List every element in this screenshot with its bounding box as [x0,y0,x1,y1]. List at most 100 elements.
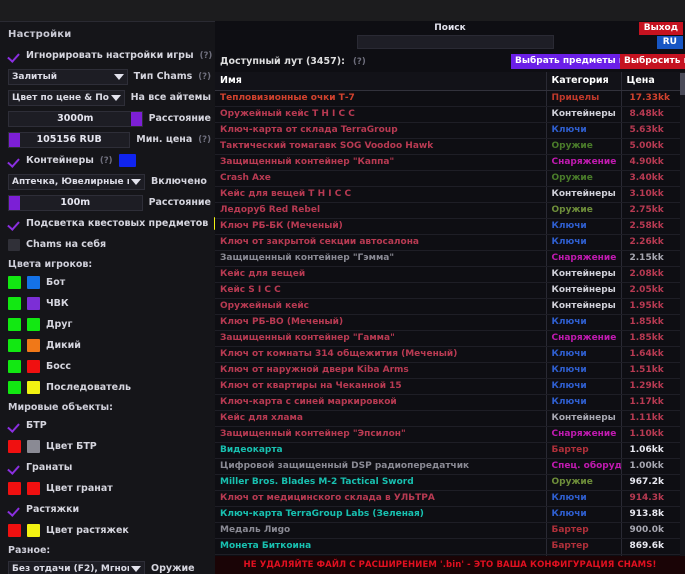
setting-distance[interactable]: 3000m Расстояние [0,108,215,129]
setting-color-mode[interactable]: Цвет по цене & Пользователь На все айтем… [0,87,215,108]
column-header-name[interactable]: Имя [215,72,546,91]
table-row[interactable]: Защищенный контейнер "Каппа" Снаряжение 4.… [215,154,685,171]
table-row[interactable]: Тактический томагавк SOG Voodoo Hawk Оруж… [215,138,685,155]
dropdown-color-mode[interactable]: Цвет по цене & Пользователь [8,89,125,106]
color-swatch-primary[interactable] [8,524,21,537]
color-swatch-primary[interactable] [8,440,21,453]
checkbox-btr[interactable] [8,420,20,432]
table-row[interactable]: Видеокарта Бартер 1.06kk [215,442,685,459]
table-row[interactable]: Ключ от закрытой секции автосалона Ключи 2… [215,234,685,251]
player-color-pmc[interactable]: ЧВК [0,293,215,314]
setting-tripwires[interactable]: Растяжки [0,499,215,520]
slider-loot-distance-handle[interactable] [9,195,20,210]
table-row[interactable]: Ключ-карта с синей маркировкой Ключи 1.17k… [215,394,685,411]
player-color-friend[interactable]: Друг [0,314,215,335]
table-row[interactable]: Ключ-карта от склада TerraGroup Ключи 5.63… [215,122,685,139]
player-color-bot[interactable]: Бот [0,272,215,293]
table-row[interactable]: Miller Bros. Blades M-2 Tactical Sword Ор… [215,474,685,491]
language-button[interactable]: RU [656,36,683,49]
table-row[interactable]: Ледоруб Red Rebel Оружие 2.75kk [215,202,685,219]
player-color-scav[interactable]: Дикий [0,335,215,356]
dropdown-loot-filter[interactable]: Аптечка, Ювелирные и... [8,173,145,190]
setting-btr-color[interactable]: Цвет БТР [0,436,215,457]
setting-weapon[interactable]: Без отдачи (F2), Мгновенное п Оружие [0,558,215,574]
color-swatch-secondary[interactable] [27,276,40,289]
slider-distance[interactable]: 3000m [8,110,143,127]
help-icon[interactable]: (?) [198,134,211,145]
setting-containers[interactable]: Контейнеры (?) [0,150,215,171]
table-row[interactable]: Кейс для вещей T H I C C Контейнеры 3.10kk [215,186,685,203]
column-header-price[interactable]: Цена [621,72,685,91]
color-swatch-primary[interactable] [8,339,21,352]
column-header-category[interactable]: Категория [546,72,621,91]
setting-min-price[interactable]: 105156 RUB Мин. цена (?) [0,129,215,150]
table-row[interactable]: Медаль Лиgo Бартер 900.0k [215,522,685,539]
checkbox-ignore-game-settings[interactable] [8,50,20,62]
setting-grenade-color[interactable]: Цвет гранат [0,478,215,499]
table-row[interactable]: Ключ РБ-ВО (Меченый) Ключи 1.85kk [215,314,685,331]
setting-loot-filter[interactable]: Аптечка, Ювелирные и... Включено [0,171,215,192]
checkbox-tripwires[interactable] [8,504,20,516]
color-swatch-secondary[interactable] [27,524,40,537]
table-row[interactable]: Тепловизионные очки Т-7 Прицелы 17.33kk [215,90,685,107]
color-swatch-primary[interactable] [8,318,21,331]
table-row[interactable]: Оружейный кейс Контейнеры 1.95kk [215,298,685,315]
color-swatch-primary[interactable] [8,482,21,495]
table-row[interactable]: Кейс S I C C Контейнеры 2.05kk [215,282,685,299]
search-input[interactable] [357,35,554,49]
color-swatch-secondary[interactable] [27,440,40,453]
select-kappa-items-button[interactable]: Выбрать предметы каппа [511,54,654,69]
table-row[interactable]: Ключ от наружной двери Kiba Arms Ключи 1.5… [215,362,685,379]
table-row[interactable]: Crash Axe Оружие 3.40kk [215,170,685,187]
setting-quest-highlight[interactable]: Подсветка квестовых предметов [0,213,232,234]
table-row[interactable]: Ключ от комнаты 314 общежития (Меченый) К… [215,346,685,363]
table-row[interactable]: Ключ РБ-БК (Меченый) Ключи 2.58kk [215,218,685,235]
table-row[interactable]: Защищенный контейнер "Гэмма" Снаряжение 2.… [215,250,685,267]
setting-tripwire-color[interactable]: Цвет растяжек [0,520,215,541]
table-row[interactable]: Кейс для хлама Контейнеры 1.11kk [215,410,685,427]
color-swatch-secondary[interactable] [27,381,40,394]
setting-grenades[interactable]: Гранаты [0,457,215,478]
checkbox-chams-self[interactable] [8,238,20,251]
dropdown-weapon[interactable]: Без отдачи (F2), Мгновенное п [8,560,145,574]
setting-loot-distance[interactable]: 100m Расстояние [0,192,215,213]
help-icon[interactable]: (?) [198,71,211,82]
help-icon[interactable]: (?) [99,155,113,166]
slider-loot-distance[interactable]: 100m [8,194,143,211]
table-row[interactable]: Защищенный контейнер "Гамма" Снаряжение 1.… [215,330,685,347]
setting-btr[interactable]: БТР [0,415,215,436]
table-row[interactable]: Монета Биткоина Бартер 869.6k [215,538,685,555]
slider-min-price[interactable]: 105156 RUB [8,131,131,148]
table-row[interactable]: Оружейный кейс T H I C C Контейнеры 8.48kk [215,106,685,123]
scrollbar-thumb[interactable] [680,73,685,95]
table-row[interactable]: Кейс для вещей Контейнеры 2.08kk [215,266,685,283]
slider-distance-handle[interactable] [130,111,142,126]
player-color-follower[interactable]: Последователь [0,377,215,398]
color-swatch-secondary[interactable] [27,360,40,373]
color-swatch-secondary[interactable] [27,297,40,310]
table-row[interactable]: Ключ от квартиры на Чеканной 15 Ключи 1.29… [215,378,685,395]
color-swatch-primary[interactable] [8,360,21,373]
color-swatch-secondary[interactable] [27,482,40,495]
checkbox-grenades[interactable] [8,462,20,474]
checkbox-quest-highlight[interactable] [8,218,20,230]
checkbox-containers[interactable] [8,155,20,167]
color-swatch-secondary[interactable] [27,339,40,352]
help-icon[interactable]: (?) [199,50,213,61]
exit-button[interactable]: Выход [638,22,683,35]
table-row[interactable]: Ключ-карта TerraGroup Labs (Зеленая) Ключ… [215,506,685,523]
setting-ignore-game-settings[interactable]: Игнорировать настройки игры (?) [0,45,215,66]
scrollbar-track[interactable] [680,72,685,574]
player-color-boss[interactable]: Босс [0,356,215,377]
color-swatch-primary[interactable] [8,381,21,394]
setting-chams-self[interactable]: Chams на себя [0,234,215,255]
table-row[interactable]: Ключ от медицинского склада в УЛЬТРА Ключ… [215,490,685,507]
color-swatch-primary[interactable] [8,297,21,310]
help-icon[interactable]: (?) [353,57,366,67]
table-row[interactable]: Цифровой защищенный DSP радиопередатчик С… [215,458,685,475]
color-swatch-secondary[interactable] [27,318,40,331]
slider-min-price-handle[interactable] [9,132,20,147]
drop-all-button[interactable]: Выбросить все [620,54,685,69]
color-swatch-primary[interactable] [8,276,21,289]
dropdown-chams-type[interactable]: Залитый [8,68,128,85]
